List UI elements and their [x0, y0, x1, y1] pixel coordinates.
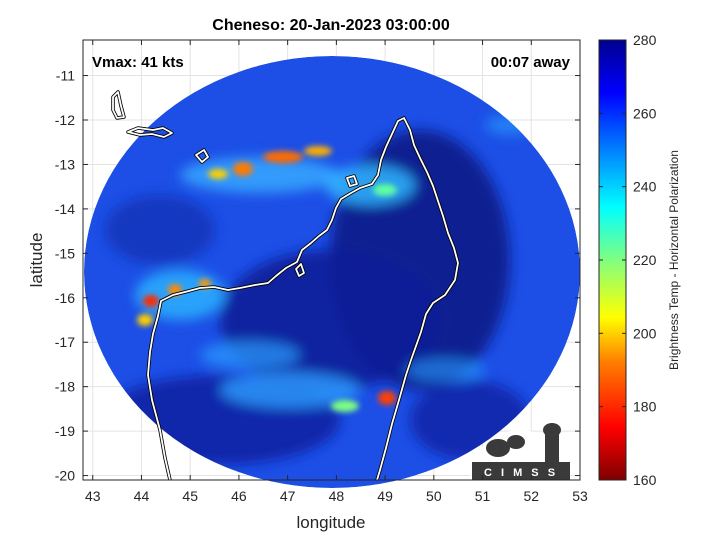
- logo-text: C I M S S: [484, 467, 558, 479]
- coastline: [111, 90, 460, 480]
- plot-frame: [82, 39, 581, 481]
- x-tick-label: 49: [377, 488, 393, 504]
- x-tick-label: 43: [85, 488, 101, 504]
- time-label: 00:07 away: [491, 54, 571, 71]
- y-tick-label: -16: [55, 290, 75, 306]
- colorbar-tick-label: 240: [633, 179, 657, 195]
- colorbar-tick-label: 160: [633, 472, 657, 488]
- y-tick-label: -20: [55, 468, 75, 484]
- y-tick-label: -17: [55, 334, 75, 350]
- colorbar-tick-label: 260: [633, 105, 657, 121]
- brightness-temp-field: [84, 56, 580, 488]
- y-tick-label: -15: [55, 245, 75, 261]
- chart-title: Cheneso: 20-Jan-2023 03:00:00: [212, 17, 450, 34]
- colorbar-tick-label: 220: [633, 252, 657, 268]
- y-tick-label: -13: [55, 156, 75, 172]
- x-tick-label: 48: [329, 488, 345, 504]
- axis-ticks: 43 44 45 46 47 48 49 50 51 52 53 -11 -12 -13 -14 -15 -16…: [55, 40, 588, 504]
- colorbar: 280 260 240 220 200 180 160 Brightness Temp - …: [598, 32, 681, 488]
- x-tick-label: 44: [134, 488, 150, 504]
- vmax-label: Vmax: 41 kts: [92, 54, 184, 71]
- x-tick-label: 52: [523, 488, 539, 504]
- x-tick-label: 50: [426, 488, 442, 504]
- y-tick-label: -18: [55, 379, 75, 395]
- x-tick-label: 45: [182, 488, 198, 504]
- plot-area: C I M S S Vmax: 41 kts 00:07 away 43 44 45…: [55, 39, 588, 504]
- x-tick-label: 53: [572, 488, 588, 504]
- colorbar-tick-label: 200: [633, 325, 657, 341]
- x-axis-label: longitude: [296, 513, 365, 532]
- y-tick-label: -14: [55, 201, 75, 217]
- colorbar-scale: [598, 39, 627, 481]
- y-tick-label: -12: [55, 112, 75, 128]
- y-axis-label: latitude: [27, 233, 46, 288]
- colorbar-tick-label: 180: [633, 399, 657, 415]
- colorbar-label: Brightness Temp - Horizontal Polarizatio…: [667, 150, 681, 370]
- x-tick-label: 46: [231, 488, 247, 504]
- y-tick-label: -11: [56, 68, 75, 84]
- colorbar-tick-label: 280: [633, 32, 657, 48]
- x-tick-label: 47: [280, 488, 296, 504]
- x-tick-label: 51: [475, 488, 491, 504]
- colorbar-ticks: 280 260 240 220 200 180 160: [599, 32, 657, 488]
- y-tick-label: -19: [55, 423, 75, 439]
- cimss-logo: C I M S S: [470, 423, 570, 480]
